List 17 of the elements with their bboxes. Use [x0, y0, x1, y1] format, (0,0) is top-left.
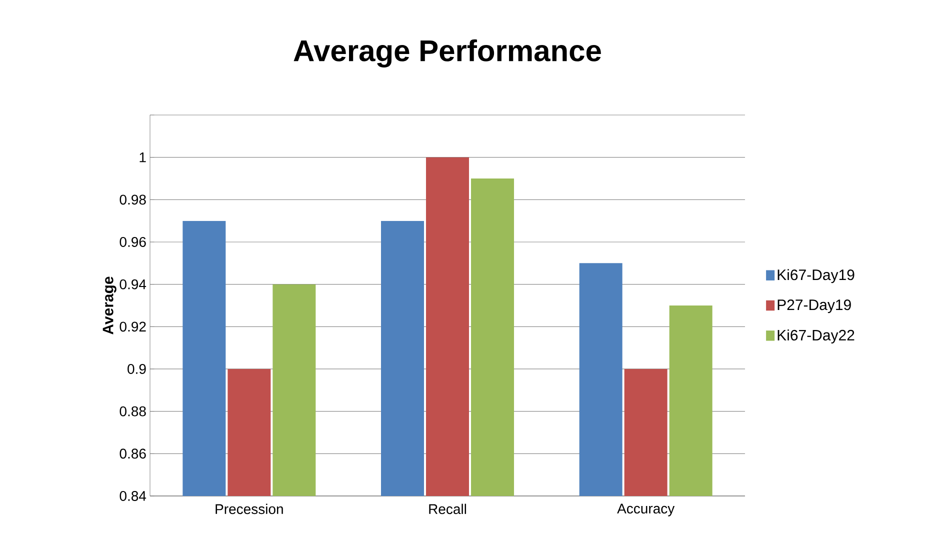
- y-tick-label: 0.84: [120, 491, 146, 501]
- y-tick-label: 0.9: [128, 364, 146, 374]
- legend-label: Ki67-Day19: [778, 269, 854, 284]
- y-tick-label: 0.88: [120, 406, 146, 416]
- y-tick-label: 0.92: [120, 322, 146, 332]
- chart-title: Average Performance: [294, 39, 601, 68]
- y-tick-label: 0.96: [120, 237, 146, 247]
- x-tick-label: Accuracy: [617, 504, 675, 516]
- x-tick-label: Precession: [216, 504, 283, 514]
- legend-label: Ki67-Day22: [778, 329, 854, 344]
- y-tick-label: 0.94: [120, 279, 146, 290]
- y-tick-label: 0.98: [120, 194, 146, 205]
- x-tick-label: Recall: [429, 504, 466, 514]
- y-tick-label: 0.86: [120, 448, 146, 459]
- legend-label: P27-Day19: [778, 300, 851, 314]
- y-tick-label: 1: [140, 152, 146, 162]
- y-axis-title: Average: [102, 276, 116, 334]
